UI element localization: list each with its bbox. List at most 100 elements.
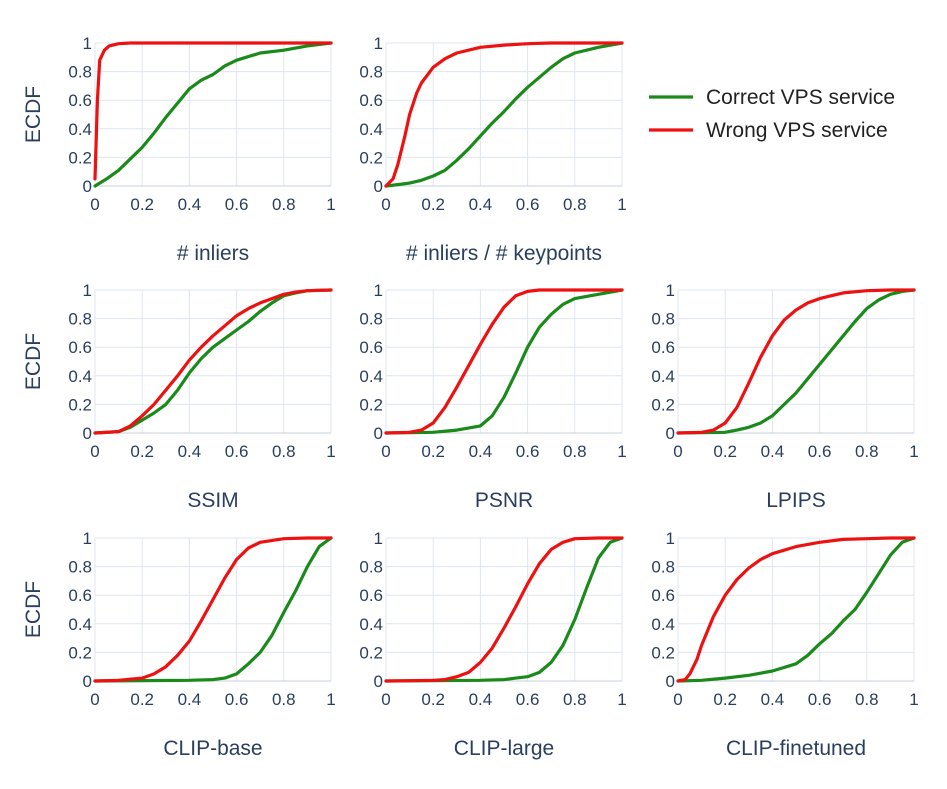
y-tick-label: 0.6: [359, 338, 383, 357]
x-tick-label: 0: [381, 690, 390, 709]
x-tick-label: 0.8: [563, 690, 587, 709]
series-line-wrong-vps-service: [384, 288, 624, 435]
x-tick-label: 0.4: [761, 690, 785, 709]
series-line-correct-vps-service: [93, 536, 333, 683]
y-tick-label: 0.4: [68, 615, 92, 634]
series-line-wrong-vps-service: [676, 536, 916, 683]
y-axis-label: ECDF: [22, 86, 45, 143]
x-tick-label: 0.4: [469, 442, 493, 461]
y-tick-label: 0.2: [651, 643, 675, 662]
x-tick-label: 0: [90, 195, 99, 214]
x-tick-label: 1: [326, 690, 335, 709]
series-line-wrong-vps-service: [93, 288, 333, 435]
y-tick-label: 0.8: [68, 63, 92, 82]
legend-label-wrong: Wrong VPS service: [706, 119, 888, 142]
x-axis-label: CLIP-base: [163, 737, 262, 760]
x-tick-label: 0.2: [713, 442, 737, 461]
x-tick-label: 0.6: [808, 690, 832, 709]
x-axis-label: CLIP-finetuned: [726, 737, 866, 760]
y-tick-label: 0: [374, 672, 383, 691]
x-tick-label: 0.4: [178, 690, 202, 709]
y-tick-label: 1: [374, 529, 383, 548]
y-tick-label: 0.6: [651, 338, 675, 357]
x-tick-label: 1: [326, 195, 335, 214]
y-tick-label: 0.6: [651, 586, 675, 605]
y-tick-label: 0.6: [68, 91, 92, 110]
x-tick-label: 1: [617, 690, 626, 709]
y-tick-label: 0.4: [68, 367, 92, 386]
y-tick-label: 0: [83, 177, 92, 196]
series-line-correct-vps-service: [384, 288, 624, 435]
series-line-correct-vps-service: [676, 288, 916, 435]
y-tick-label: 0.4: [651, 367, 675, 386]
y-tick-label: 0.4: [359, 120, 383, 139]
y-axis-label: ECDF: [22, 581, 45, 638]
y-tick-label: 0.8: [359, 310, 383, 329]
legend: Correct VPS service Wrong VPS service: [649, 86, 895, 142]
x-tick-label: 1: [617, 195, 626, 214]
x-axis-label: # inliers / # keypoints: [406, 242, 602, 265]
x-axis-label: PSNR: [475, 489, 533, 512]
series-line-wrong-vps-service: [93, 41, 333, 181]
x-tick-label: 0.6: [516, 195, 540, 214]
y-tick-label: 0.8: [359, 558, 383, 577]
y-tick-label: 0.2: [359, 148, 383, 167]
x-tick-label: 0.6: [225, 195, 249, 214]
x-tick-label: 1: [617, 442, 626, 461]
x-tick-label: 0.8: [563, 195, 587, 214]
y-tick-label: 0: [666, 672, 675, 691]
y-tick-label: 0: [374, 177, 383, 196]
x-tick-label: 0.8: [855, 690, 879, 709]
x-tick-label: 0: [673, 442, 682, 461]
series-line-wrong-vps-service: [384, 536, 624, 683]
x-tick-label: 0: [90, 442, 99, 461]
x-tick-label: 0.2: [421, 442, 445, 461]
x-tick-label: 0: [381, 195, 390, 214]
y-tick-label: 1: [374, 281, 383, 300]
y-tick-label: 0.6: [359, 586, 383, 605]
x-tick-label: 0.4: [178, 195, 202, 214]
panel-2: 0 0.2 0.4 0.6 0.8 1 0 0.2 0.4 0.6 0.8 1 # inliers / …: [359, 34, 626, 265]
y-tick-label: 0.8: [359, 63, 383, 82]
y-tick-label: 0.2: [68, 148, 92, 167]
x-tick-label: 0.6: [516, 442, 540, 461]
panel-7: 0 0.2 0.4 0.6 0.8 1 0 0.2 0.4 0.6 0.8 1 CLIP-large: [359, 529, 626, 760]
x-tick-label: 0.8: [272, 690, 296, 709]
panels-group: 0 0.2 0.4 0.6 0.8 1 0 0.2 0.4 0.6 0.8 1 # inliers ECD…: [22, 34, 919, 760]
x-tick-label: 0.2: [130, 195, 154, 214]
y-tick-label: 0.2: [359, 395, 383, 414]
panel-3: 0 0.2 0.4 0.6 0.8 1 0 0.2 0.4 0.6 0.8 1 SSIM ECDF: [22, 281, 336, 512]
y-tick-label: 1: [374, 34, 383, 53]
y-tick-label: 0.2: [68, 395, 92, 414]
x-tick-label: 0: [90, 690, 99, 709]
series-line-wrong-vps-service: [384, 41, 624, 188]
panel-8: 0 0.2 0.4 0.6 0.8 1 0 0.2 0.4 0.6 0.8 1 CLIP-finetun…: [651, 529, 918, 760]
x-tick-label: 0.6: [225, 442, 249, 461]
series-line-correct-vps-service: [93, 41, 333, 188]
x-tick-label: 0.4: [761, 442, 785, 461]
y-tick-label: 0.4: [651, 615, 675, 634]
y-tick-label: 0.8: [68, 558, 92, 577]
y-tick-label: 0.8: [651, 558, 675, 577]
y-tick-label: 1: [666, 529, 675, 548]
x-tick-label: 0.2: [130, 442, 154, 461]
x-axis-label: CLIP-large: [454, 737, 554, 760]
panel-5: 0 0.2 0.4 0.6 0.8 1 0 0.2 0.4 0.6 0.8 1 LPIPS: [651, 281, 918, 512]
series-line-correct-vps-service: [384, 536, 624, 683]
x-tick-label: 0.8: [563, 442, 587, 461]
y-tick-label: 0.6: [68, 338, 92, 357]
legend-label-correct: Correct VPS service: [706, 86, 895, 109]
y-tick-label: 0.6: [68, 586, 92, 605]
y-tick-label: 0.8: [651, 310, 675, 329]
y-tick-label: 0.8: [68, 310, 92, 329]
y-axis-label: ECDF: [22, 333, 45, 390]
series-line-correct-vps-service: [384, 41, 624, 188]
x-tick-label: 0: [381, 442, 390, 461]
x-tick-label: 0.2: [713, 690, 737, 709]
y-tick-label: 0.4: [359, 615, 383, 634]
y-tick-label: 0.2: [68, 643, 92, 662]
x-tick-label: 0.4: [178, 442, 202, 461]
x-tick-label: 1: [909, 690, 918, 709]
x-tick-label: 0.2: [421, 690, 445, 709]
y-tick-label: 0: [666, 424, 675, 443]
